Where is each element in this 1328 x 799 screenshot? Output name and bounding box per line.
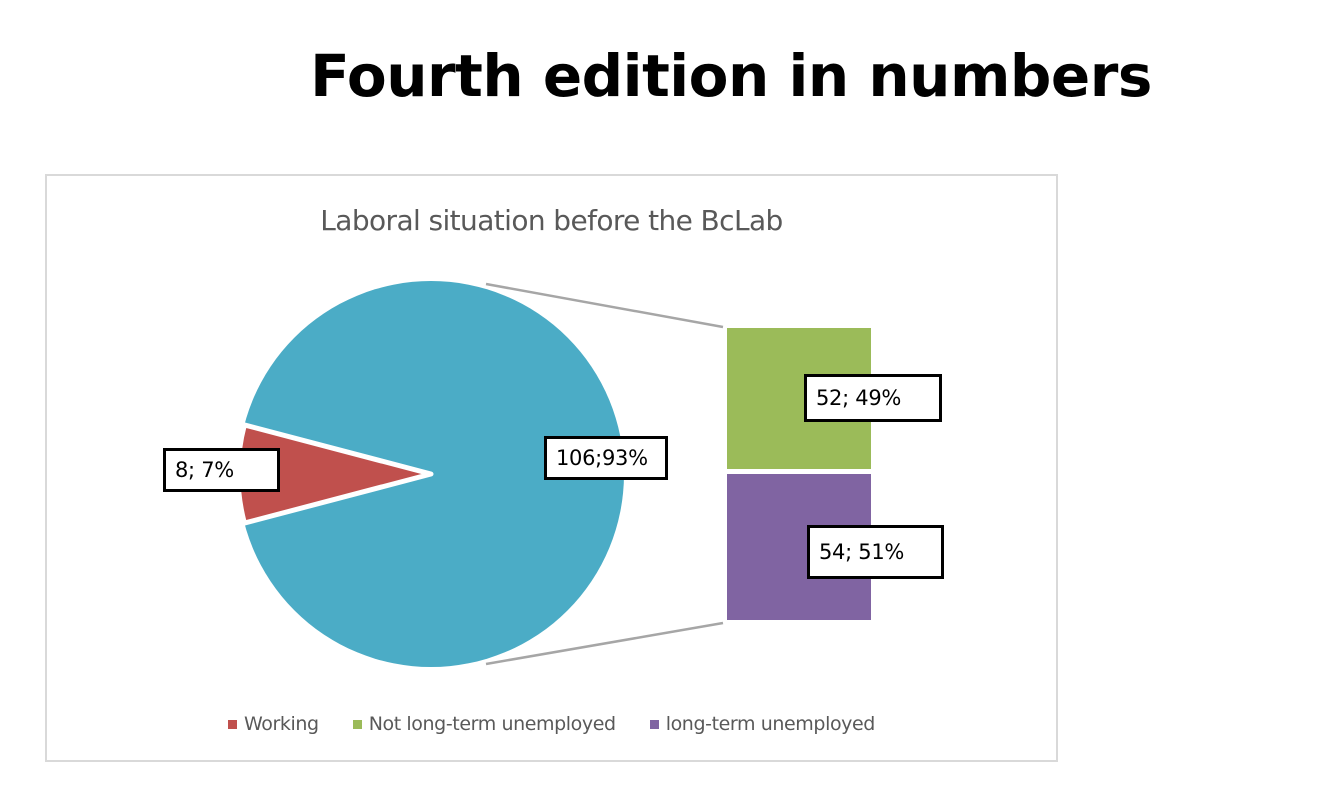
connector-line-bottom (485, 621, 724, 666)
data-label-working: 8; 7% (163, 448, 280, 492)
legend-swatch-working-icon (228, 719, 237, 729)
legend-label: Not long-term unemployed (368, 713, 616, 735)
slide-title: Fourth edition in numbers (310, 42, 1152, 110)
chart-title: Laboral situation before the BcLab (320, 204, 783, 237)
data-label-long-term: 54; 51% (807, 525, 944, 579)
legend-label: long-term unemployed (665, 713, 876, 735)
data-label-unemployed-total: 106;93% (544, 436, 668, 480)
chart-legend: Working Not long-term unemployed long-te… (47, 709, 1056, 739)
connector-line-top (485, 282, 724, 329)
legend-swatch-not-long-term-icon (352, 719, 362, 729)
chart-frame: Laboral situation before the BcLab 8; 7%… (45, 174, 1058, 762)
legend-item-long-term: long-term unemployed (649, 713, 876, 735)
legend-swatch-long-term-icon (649, 719, 659, 729)
data-label-not-long-term: 52; 49% (804, 374, 942, 422)
legend-label: Working (244, 713, 319, 735)
legend-item-not-long-term: Not long-term unemployed (352, 713, 616, 735)
legend-item-working: Working (228, 713, 319, 735)
